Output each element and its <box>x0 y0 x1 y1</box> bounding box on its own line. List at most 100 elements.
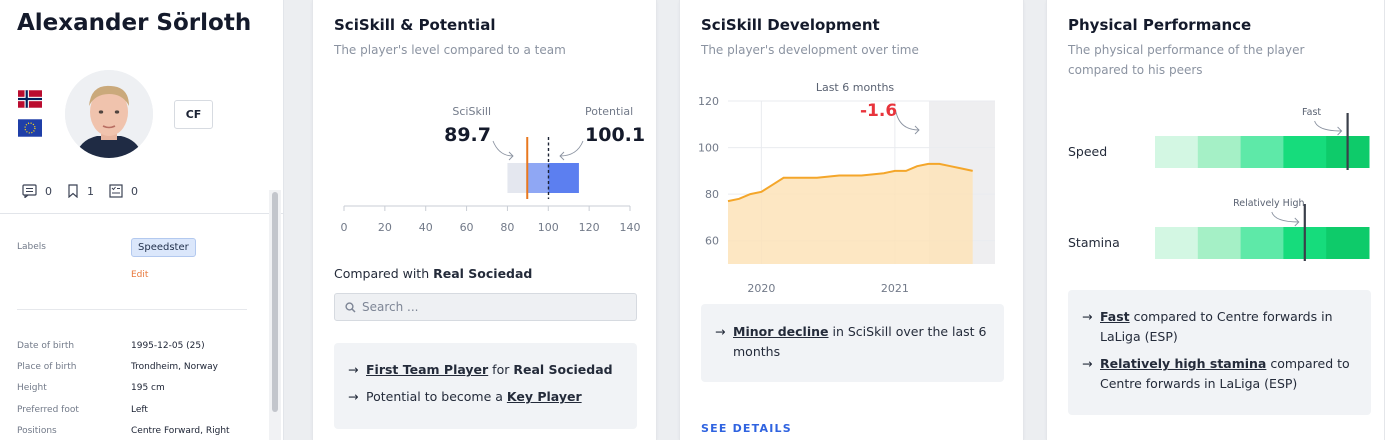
arrow-icon: → <box>348 389 359 404</box>
x-tick-label: 0 <box>341 221 348 234</box>
reports-count: 0 <box>131 184 138 198</box>
performance-segment <box>1155 136 1199 168</box>
speed-finding-link[interactable]: Fast <box>1100 309 1130 324</box>
sciskill-potential-card: SciSkill & Potential The player's level … <box>312 0 657 440</box>
change-pointer-head <box>914 125 920 135</box>
squad-role-link[interactable]: First Team Player <box>366 362 489 377</box>
x-tick-label: 2021 <box>881 282 909 295</box>
player-sidebar: Alexander Sörloth CF 0 1 <box>0 0 284 440</box>
performance-segment <box>1240 227 1284 259</box>
compared-prefix: Compared with <box>334 266 434 281</box>
y-tick-label: 80 <box>705 188 719 201</box>
compared-team: Real Sociedad <box>433 266 533 281</box>
team-range-lower <box>507 163 528 193</box>
dob-label: Date of birth <box>17 341 75 351</box>
team-search-input[interactable] <box>362 300 622 314</box>
team-range-upper <box>548 163 579 193</box>
x-tick-label: 80 <box>500 221 514 234</box>
sciskill-pointer <box>492 140 514 157</box>
sciskill-value: 89.7 <box>444 124 491 146</box>
x-tick-label: 60 <box>460 221 474 234</box>
eu-flag-icon <box>18 119 42 137</box>
sidebar-divider <box>0 213 283 214</box>
potential-role-link[interactable]: Key Player <box>506 389 582 404</box>
birthplace-label: Place of birth <box>17 362 77 372</box>
level-label: Relatively High <box>1233 198 1304 209</box>
profile-divider <box>17 309 247 310</box>
reports-counter[interactable]: 0 <box>109 184 138 198</box>
card-subtitle: The player's development over time <box>701 43 919 57</box>
norway-flag-icon <box>18 90 42 108</box>
foot-label: Preferred foot <box>17 405 79 415</box>
comments-count: 0 <box>45 184 52 198</box>
foot-value: Left <box>131 405 148 415</box>
sidebar-scroll-thumb[interactable] <box>272 192 278 412</box>
physical-performance-card: Physical Performance The physical perfor… <box>1046 0 1385 440</box>
positions-label: Positions <box>17 426 57 436</box>
label-chip[interactable]: Speedster <box>131 238 196 257</box>
y-tick-label: 60 <box>705 235 719 248</box>
report-icon <box>109 184 123 198</box>
level-label: Fast <box>1302 107 1321 118</box>
see-details-link[interactable]: SEE DETAILS <box>701 422 792 435</box>
positions-value: Centre Forward, Right <box>131 426 230 436</box>
sciskill-label: SciSkill <box>452 105 491 118</box>
performance-segment <box>1283 136 1327 168</box>
bookmarks-counter[interactable]: 1 <box>67 184 94 198</box>
level-pointer-head <box>1337 126 1343 136</box>
player-avatar <box>65 70 153 158</box>
compared-with-text: Compared with Real Sociedad <box>334 266 532 281</box>
performance-segment <box>1197 136 1242 168</box>
performance-segment <box>1197 227 1242 259</box>
player-name: Alexander Sörloth <box>17 10 252 36</box>
search-icon <box>345 301 356 313</box>
card-subtitle: The physical performance of the player c… <box>1068 43 1305 77</box>
stamina-finding-link[interactable]: Relatively high stamina <box>1100 356 1267 371</box>
sciskill-to-potential-band <box>527 163 549 193</box>
change-pointer <box>895 111 920 131</box>
arrow-icon: → <box>348 362 359 377</box>
physical-bars: Fast Relatively High <box>1155 107 1370 261</box>
comment-icon <box>22 184 37 198</box>
position-badge: CF <box>174 100 213 129</box>
x-tick-label: 40 <box>419 221 433 234</box>
potential-pointer-head <box>559 151 565 161</box>
card-title: Physical Performance <box>1068 16 1252 34</box>
team-search-box[interactable] <box>334 293 637 321</box>
height-label: Height <box>17 383 47 393</box>
sciskill-change-value: -1.6 <box>860 101 897 121</box>
birthplace-value: Trondheim, Norway <box>131 362 218 372</box>
sciskill-area <box>728 163 973 264</box>
development-callout: → Minor decline in SciSkill over the las… <box>701 304 1004 382</box>
trend-link[interactable]: Minor decline <box>733 324 829 339</box>
activity-counters: 0 1 0 <box>22 184 153 198</box>
x-tick-label: 140 <box>620 221 641 234</box>
callout-team: Real Sociedad <box>513 362 613 377</box>
bookmark-icon <box>68 184 78 198</box>
stamina-label: Stamina <box>1068 235 1120 250</box>
dob-value: 1995-12-05 (25) <box>131 341 205 351</box>
performance-segment <box>1155 227 1199 259</box>
level-pointer-head <box>1294 217 1300 227</box>
labels-title: Labels <box>17 242 46 252</box>
potential-value: 100.1 <box>585 124 645 146</box>
sciskill-development-card: SciSkill Development The player's develo… <box>679 0 1024 440</box>
level-pointer <box>1271 211 1299 223</box>
physical-callout: → Fast compared to Centre forwards in La… <box>1068 290 1371 415</box>
arrow-icon: → <box>1082 356 1093 371</box>
comments-counter[interactable]: 0 <box>22 184 52 198</box>
y-tick-label: 120 <box>698 95 719 108</box>
performance-segment <box>1240 136 1284 168</box>
card-title: SciSkill & Potential <box>334 16 496 34</box>
potential-pointer <box>559 140 584 157</box>
arrow-icon: → <box>1082 309 1093 324</box>
potential-callout: → First Team Player for Real Sociedad → … <box>334 343 637 429</box>
performance-segment <box>1326 227 1370 259</box>
x-tick-label: 120 <box>579 221 600 234</box>
y-tick-label: 100 <box>698 142 719 155</box>
sciskill-line <box>727 162 973 203</box>
edit-labels-link[interactable]: Edit <box>131 270 149 280</box>
speed-label: Speed <box>1068 144 1108 159</box>
potential-label: Potential <box>585 105 633 118</box>
last-6-months-label: Last 6 months <box>816 81 895 94</box>
